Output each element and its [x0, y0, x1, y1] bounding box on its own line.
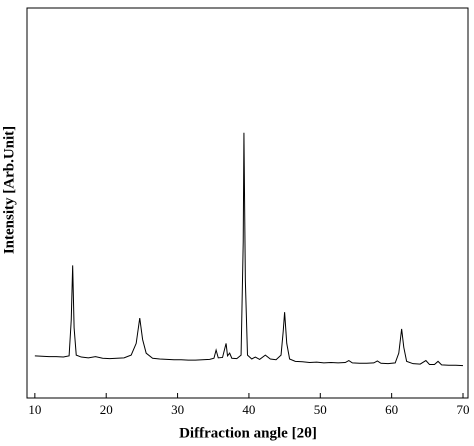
x-tick-label: 50 — [314, 402, 327, 417]
x-tick-label: 20 — [100, 402, 113, 417]
data-line — [34, 132, 464, 367]
x-tick-label: 70 — [457, 402, 470, 417]
x-tick-label: 30 — [171, 402, 184, 417]
plot-frame — [26, 7, 469, 399]
x-axis-label: Diffraction angle [2θ] — [179, 425, 317, 441]
x-tick-label: 10 — [28, 402, 41, 417]
y-axis-label: Intensity [Arb.Unit] — [1, 126, 17, 254]
x-tick-label: 60 — [385, 402, 398, 417]
x-tick-label: 40 — [242, 402, 255, 417]
